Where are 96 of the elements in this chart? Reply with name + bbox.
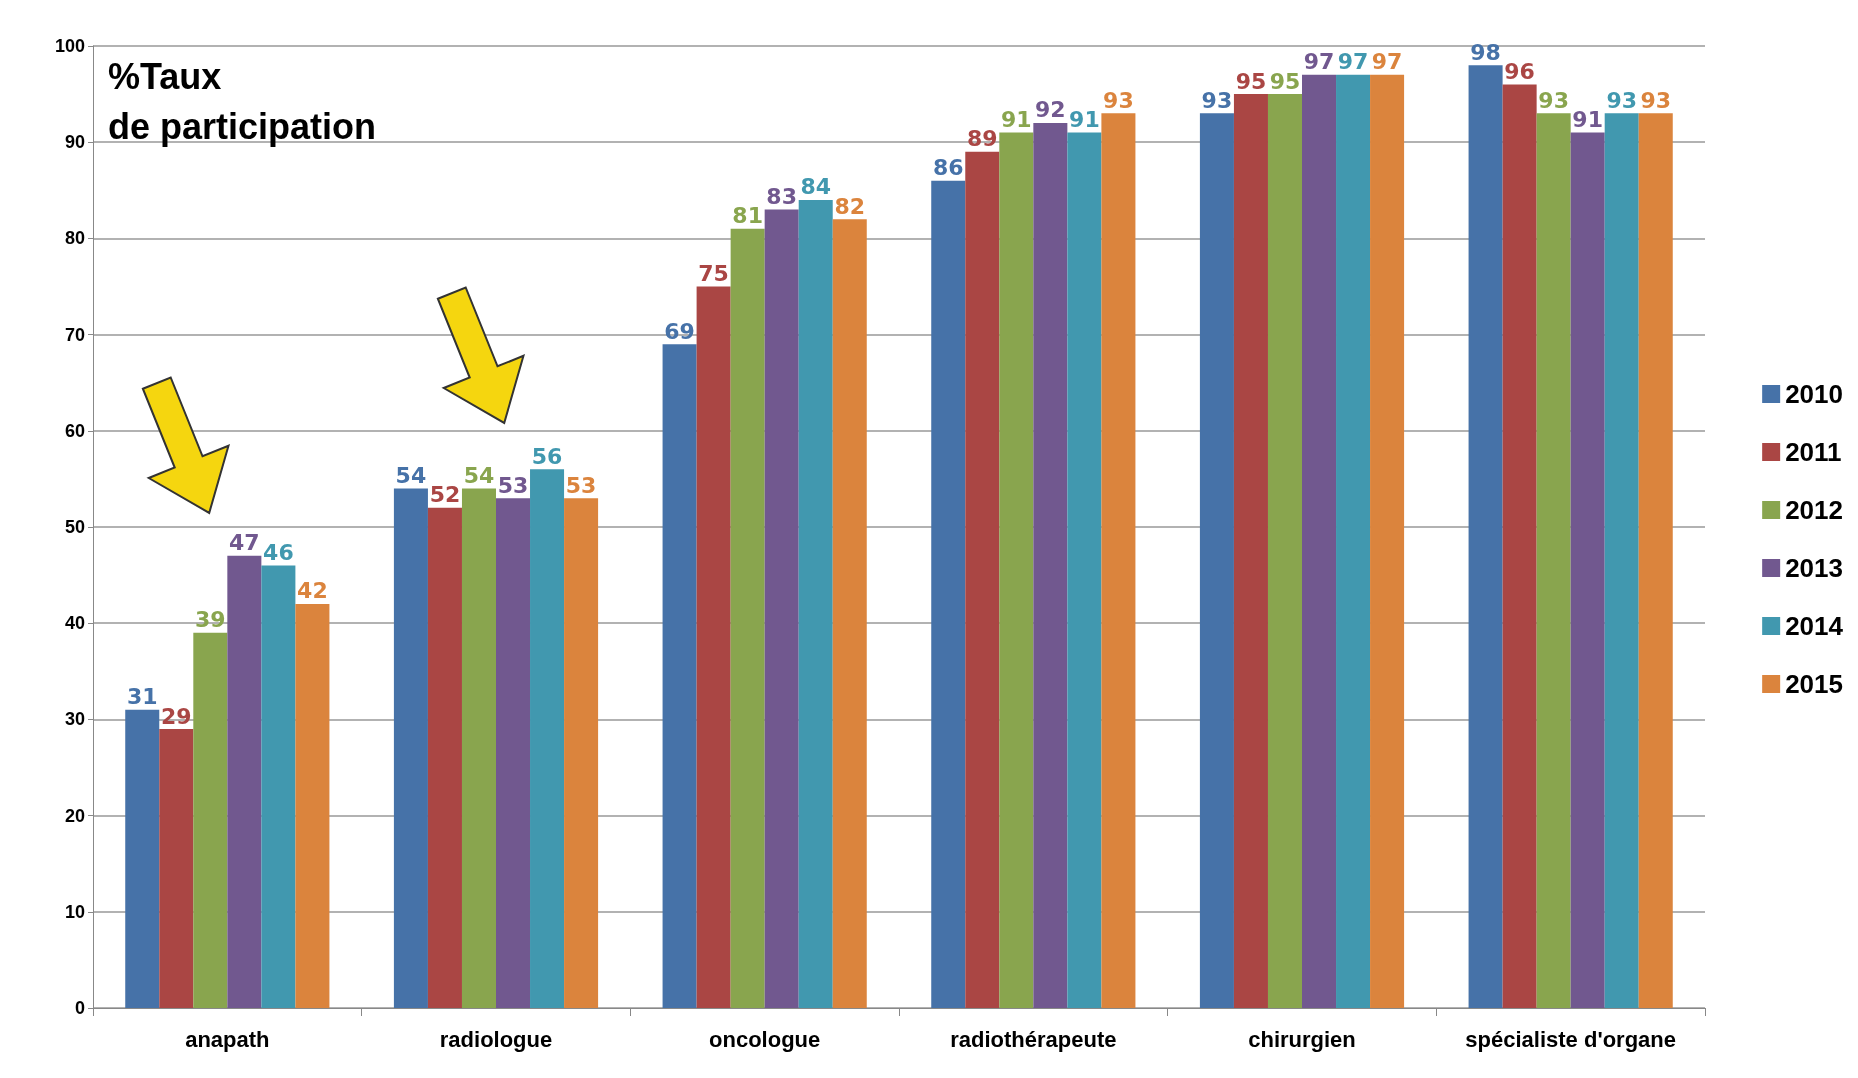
y-tick-label: 50 bbox=[64, 517, 85, 537]
data-label: 84 bbox=[800, 174, 832, 200]
data-label: 52 bbox=[429, 482, 461, 508]
bar bbox=[193, 632, 228, 1008]
bar bbox=[1101, 113, 1136, 1008]
text: %Taux de participation bbox=[108, 55, 377, 147]
bar bbox=[832, 219, 867, 1008]
data-label: 29 bbox=[160, 703, 192, 729]
data-label: 47 bbox=[229, 530, 260, 556]
data-label: 91 bbox=[1572, 107, 1603, 133]
data-label: 98 bbox=[1470, 39, 1501, 65]
legend-label: 2013 bbox=[1785, 553, 1843, 583]
x-tick-label: chirurgien bbox=[1248, 1026, 1356, 1052]
bar bbox=[159, 729, 194, 1008]
legend-label: 2014 bbox=[1785, 611, 1844, 641]
data-label: 56 bbox=[531, 443, 563, 469]
bar bbox=[461, 488, 496, 1008]
bar bbox=[1302, 74, 1337, 1008]
data-label: 93 bbox=[1538, 87, 1569, 113]
bar bbox=[798, 199, 833, 1008]
bar bbox=[1267, 94, 1302, 1008]
data-label: 46 bbox=[263, 539, 294, 565]
y-tick-label: 10 bbox=[64, 901, 85, 922]
y-tick-label: 0 bbox=[74, 998, 85, 1018]
bar bbox=[427, 507, 462, 1008]
data-label: 86 bbox=[932, 155, 964, 181]
bar bbox=[564, 498, 599, 1008]
bar bbox=[261, 565, 296, 1008]
data-label: 81 bbox=[732, 203, 763, 229]
bar bbox=[730, 228, 765, 1008]
data-label: 53 bbox=[497, 472, 529, 498]
data-label: 93 bbox=[1103, 87, 1134, 113]
y-tick-label: 70 bbox=[64, 324, 85, 345]
data-label: 75 bbox=[698, 261, 729, 286]
y-tick-label: 90 bbox=[64, 132, 85, 153]
bar bbox=[662, 344, 697, 1008]
data-label: 93 bbox=[1606, 87, 1638, 113]
bar bbox=[1638, 113, 1673, 1008]
y-tick-label: 20 bbox=[64, 805, 85, 826]
legend-label: 2015 bbox=[1785, 669, 1843, 699]
bar bbox=[1536, 113, 1571, 1008]
y-tick-label: 40 bbox=[64, 613, 85, 634]
x-tick-label: oncologue bbox=[709, 1026, 821, 1052]
legend-label: 2010 bbox=[1785, 379, 1843, 409]
bar bbox=[1570, 132, 1605, 1008]
bar bbox=[1468, 65, 1503, 1008]
y-tick-label: 60 bbox=[64, 420, 85, 441]
data-label: 97 bbox=[1303, 49, 1335, 75]
data-label: 82 bbox=[834, 193, 866, 219]
bar bbox=[999, 132, 1034, 1008]
legend-label: 2012 bbox=[1785, 495, 1843, 525]
x-tick-label: spécialiste d'organe bbox=[1465, 1026, 1676, 1052]
legend-label: 2011 bbox=[1785, 437, 1842, 467]
bar bbox=[931, 180, 966, 1008]
data-label: 69 bbox=[664, 318, 695, 344]
x-tick-label: anapath bbox=[185, 1026, 270, 1052]
bar bbox=[295, 603, 330, 1008]
x-tick-label: radiothérapeute bbox=[950, 1026, 1117, 1052]
data-label: 91 bbox=[1001, 107, 1032, 133]
data-label: 93 bbox=[1640, 87, 1672, 113]
data-label: 31 bbox=[126, 684, 158, 710]
bar bbox=[393, 488, 428, 1008]
data-label: 92 bbox=[1035, 97, 1066, 123]
bar bbox=[1067, 132, 1102, 1008]
bar bbox=[696, 286, 731, 1008]
bar bbox=[125, 709, 160, 1008]
y-tick-label: 80 bbox=[64, 228, 85, 249]
data-label: 95 bbox=[1235, 68, 1267, 94]
data-label: 91 bbox=[1069, 107, 1100, 133]
bar bbox=[1336, 74, 1371, 1008]
y-tick-label: 100 bbox=[54, 36, 85, 56]
y-tick-label: 30 bbox=[64, 709, 85, 730]
bar bbox=[1604, 113, 1639, 1008]
data-label: 93 bbox=[1201, 87, 1233, 113]
data-label: 54 bbox=[463, 463, 495, 489]
bar bbox=[227, 555, 262, 1008]
bar bbox=[764, 209, 799, 1008]
data-label: 89 bbox=[966, 126, 998, 152]
bar bbox=[1370, 74, 1405, 1008]
bar bbox=[1233, 94, 1268, 1008]
data-label: 54 bbox=[395, 463, 427, 489]
data-label: 39 bbox=[195, 607, 226, 633]
data-label: 97 bbox=[1337, 49, 1369, 75]
x-tick-label: radiologue bbox=[439, 1026, 553, 1052]
data-label: 83 bbox=[766, 184, 797, 210]
bar bbox=[496, 498, 531, 1008]
data-label: 96 bbox=[1504, 58, 1535, 84]
data-label: 42 bbox=[297, 578, 328, 604]
bar bbox=[1199, 113, 1234, 1008]
bar bbox=[1502, 84, 1537, 1008]
bar bbox=[530, 469, 565, 1008]
bar bbox=[965, 151, 1000, 1008]
data-label: 95 bbox=[1269, 68, 1301, 94]
data-label: 97 bbox=[1371, 49, 1403, 75]
data-label: 53 bbox=[565, 472, 597, 498]
bar bbox=[1033, 122, 1068, 1008]
